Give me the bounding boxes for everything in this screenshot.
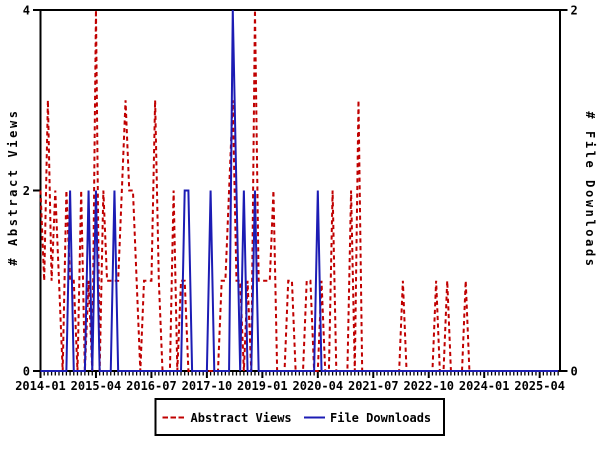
x-tick-label: 2022-10 xyxy=(403,379,454,393)
y-left-tick-label: 2 xyxy=(23,184,30,198)
legend-box xyxy=(154,398,445,436)
x-axis-tick-labels: 2014-01 2015-04 2016-07 2017-10 2019-01 2020-… xyxy=(15,379,565,393)
x-tick-label: 2021-07 xyxy=(348,379,399,393)
legend: Abstract Views File Downloads xyxy=(154,398,445,436)
x-tick-label: 2025-04 xyxy=(514,379,565,393)
x-tick-label: 2017-10 xyxy=(182,379,233,393)
x-tick-label: 2016-07 xyxy=(126,379,177,393)
axis-ticks xyxy=(33,9,568,378)
y-right-axis-title: # File Downloads xyxy=(583,111,597,268)
y-right-tick-label: 2 xyxy=(571,4,578,18)
plot-frame xyxy=(39,9,561,372)
x-tick-label: 2019-01 xyxy=(237,379,288,393)
plot-border xyxy=(39,9,561,372)
y-right-tick-labels: 02 xyxy=(571,4,578,379)
legend-label-abstract-views: Abstract Views xyxy=(191,411,292,425)
y-left-axis-title: # Abstract Views xyxy=(6,108,20,265)
series-file-downloads xyxy=(40,9,559,372)
x-tick-label: 2014-01 xyxy=(15,379,66,393)
series-line xyxy=(40,9,559,372)
x-tick-label: 2015-04 xyxy=(71,379,122,393)
series-abstract-views xyxy=(39,9,559,372)
x-tick-label: 2024-01 xyxy=(459,379,510,393)
series-line xyxy=(39,9,559,372)
x-tick-label: 2020-04 xyxy=(293,379,344,393)
y-left-tick-label: 4 xyxy=(23,4,30,18)
y-left-tick-label: 0 xyxy=(23,365,30,379)
legend-label-file-downloads: File Downloads xyxy=(330,411,431,425)
y-right-tick-label: 0 xyxy=(571,365,578,379)
y-left-tick-labels: 0 2 4 xyxy=(23,4,30,379)
